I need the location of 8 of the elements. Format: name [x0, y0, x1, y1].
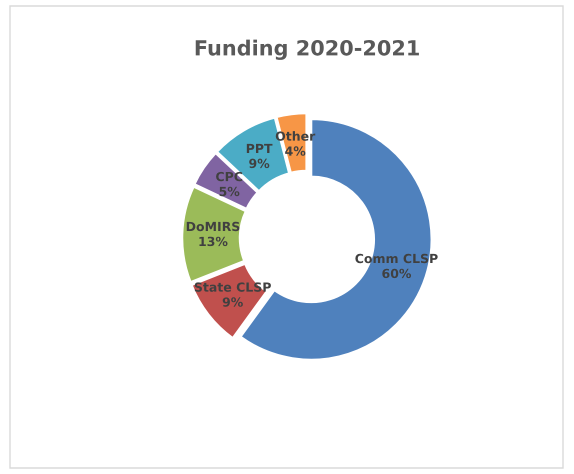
chart-title: Funding 2020-2021	[196, 40, 419, 60]
slice-label: DoMIRS	[186, 222, 240, 232]
data-label: 13%	[199, 236, 228, 246]
data-label: 5%	[220, 186, 240, 196]
slice-label: PPT	[246, 144, 272, 153]
data-label: 9%	[222, 297, 243, 307]
data-label: 60%	[382, 268, 412, 278]
data-label: 9%	[249, 158, 270, 168]
